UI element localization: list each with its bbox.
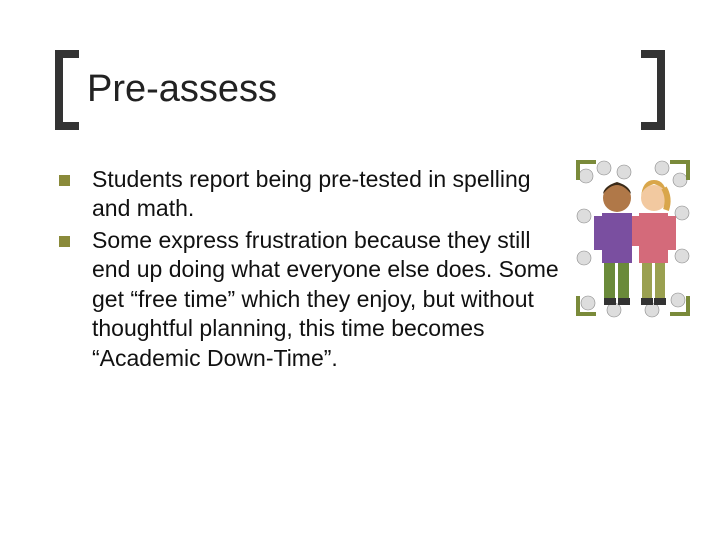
left-bracket-icon xyxy=(55,50,79,130)
slide-title: Pre-assess xyxy=(87,68,277,111)
list-item: Students report being pre-tested in spel… xyxy=(55,165,565,224)
children-clipart-icon xyxy=(574,158,692,318)
square-bullet-icon xyxy=(59,175,70,186)
bullet-list: Students report being pre-tested in spel… xyxy=(55,165,565,375)
bullet-text: Students report being pre-tested in spel… xyxy=(92,165,565,224)
list-item: Some express frustration because they st… xyxy=(55,226,565,373)
title-area: Pre-assess xyxy=(55,50,665,130)
bullet-text: Some express frustration because they st… xyxy=(92,226,565,373)
right-bracket-icon xyxy=(641,50,665,130)
square-bullet-icon xyxy=(59,236,70,247)
